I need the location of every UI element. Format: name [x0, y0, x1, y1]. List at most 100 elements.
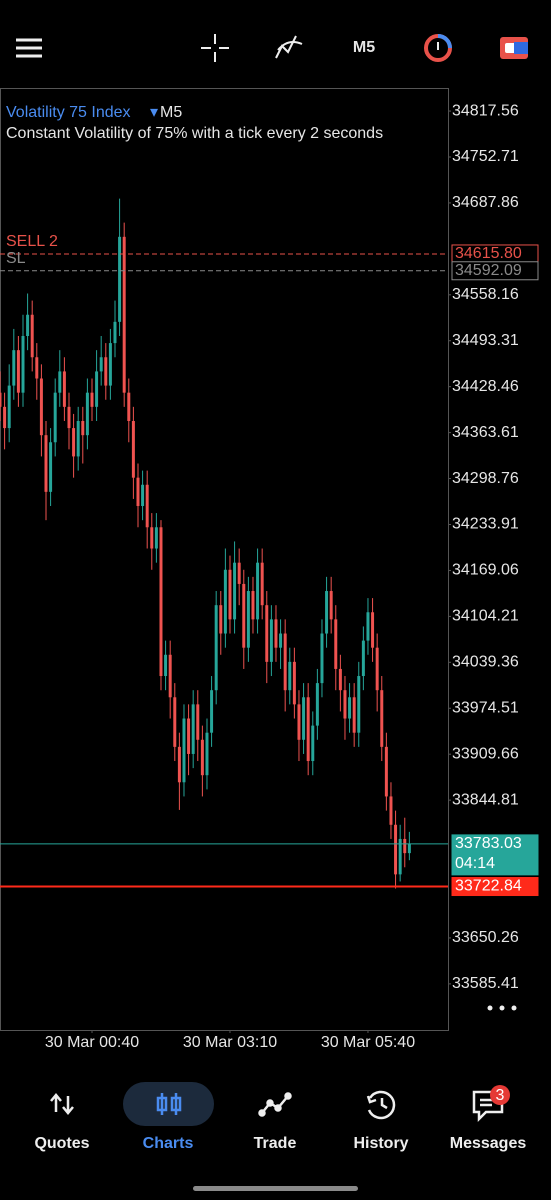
candle-body: [279, 633, 283, 648]
chart-title[interactable]: Volatility 75 Index: [6, 104, 131, 121]
indicators-button[interactable]: [275, 35, 303, 59]
candle: [297, 690, 301, 762]
candle-body: [196, 704, 200, 740]
candle-body: [164, 654, 168, 677]
y-tick-label: 34817.56: [452, 102, 519, 119]
candle-body: [122, 236, 126, 393]
candle: [407, 831, 411, 861]
candle: [90, 378, 94, 422]
candle: [136, 463, 140, 528]
trade-signal-button[interactable]: [424, 34, 452, 62]
y-tick-label: 34428.46: [452, 378, 519, 395]
price-level-label: 33783.03: [455, 835, 522, 852]
candle-body: [246, 591, 250, 648]
y-tick-label: 34558.16: [452, 286, 519, 303]
y-tick-label: 34752.71: [452, 148, 519, 165]
price-level-label: 33722.84: [455, 878, 522, 895]
price-level-box: [451, 877, 539, 897]
y-tick-label: 34104.21: [452, 608, 519, 625]
candle: [182, 704, 186, 797]
candle-body: [371, 612, 375, 648]
candle: [95, 350, 99, 422]
candle: [320, 619, 324, 698]
candle-body: [131, 421, 135, 478]
candle: [375, 633, 379, 712]
candle: [269, 605, 273, 677]
candle-body: [403, 838, 407, 854]
candle: [141, 470, 145, 521]
candle-body: [108, 343, 112, 386]
candle: [251, 576, 255, 634]
candle: [145, 470, 149, 549]
candle: [85, 378, 89, 450]
candle: [389, 782, 393, 839]
candle-body: [357, 676, 361, 733]
candle-body: [21, 336, 25, 393]
candle: [58, 350, 62, 407]
timeframe-button[interactable]: M5: [353, 39, 375, 56]
candle-body: [62, 371, 66, 407]
one-click-button[interactable]: [500, 37, 528, 59]
candle-body: [200, 739, 204, 776]
candle-body: [394, 824, 398, 875]
candle-body: [191, 704, 195, 754]
candle: [403, 817, 407, 868]
candle: [306, 683, 310, 776]
candle: [325, 576, 329, 648]
candle: [292, 647, 296, 719]
symbol-dropdown[interactable]: ▾: [150, 104, 158, 121]
candle: [260, 548, 264, 620]
candle-body: [242, 583, 246, 648]
price-level-name: SELL 2: [6, 233, 58, 250]
candle: [7, 364, 11, 443]
candle-body: [384, 746, 388, 797]
candle: [302, 683, 306, 754]
candle: [76, 406, 80, 471]
y-tick-label: 33974.51: [452, 699, 519, 716]
candle: [352, 683, 356, 747]
more-button[interactable]: [487, 1005, 517, 1011]
candle: [311, 711, 315, 776]
candle-body: [58, 371, 62, 393]
y-tick-label: 34039.36: [452, 654, 519, 671]
candle: [173, 683, 177, 762]
candle-body: [219, 605, 223, 634]
nav-tab-label[interactable]: Quotes: [34, 1135, 89, 1152]
nav-tab-label[interactable]: Charts: [143, 1135, 194, 1152]
nav-icons: [50, 1090, 504, 1123]
candle: [108, 328, 112, 400]
y-tick-label: 33844.81: [452, 791, 519, 808]
candle-body: [325, 591, 329, 634]
menu-button[interactable]: [16, 38, 42, 58]
candle: [242, 569, 246, 669]
nav-tab-label[interactable]: Messages: [450, 1135, 527, 1152]
price-level-name: SL: [6, 250, 26, 267]
candle-body: [256, 562, 260, 620]
candle-body: [265, 605, 269, 662]
x-tick-label: 30 Mar 03:10: [183, 1034, 277, 1051]
y-tick-label: 33585.41: [452, 975, 519, 992]
candle-body: [39, 378, 43, 436]
candle-body: [35, 357, 39, 379]
candle-body: [141, 484, 145, 507]
candle-body: [182, 718, 186, 783]
candle: [39, 364, 43, 457]
candle: [150, 513, 154, 570]
candle-body: [49, 442, 53, 492]
candle-body: [154, 527, 158, 549]
candle: [53, 378, 57, 457]
y-tick-label: 34298.76: [452, 470, 519, 487]
nav-tab-label[interactable]: History: [353, 1135, 408, 1152]
candle: [154, 513, 158, 563]
candle-body: [343, 690, 347, 719]
candle-body: [233, 562, 237, 620]
candle: [49, 428, 53, 507]
price-level-box: [451, 261, 539, 281]
candle-body: [90, 392, 94, 407]
candle: [113, 300, 117, 358]
candle-body: [53, 392, 57, 443]
candle-body: [72, 428, 76, 457]
crosshair-button[interactable]: [201, 34, 229, 62]
nav-tab-label[interactable]: Trade: [254, 1135, 297, 1152]
